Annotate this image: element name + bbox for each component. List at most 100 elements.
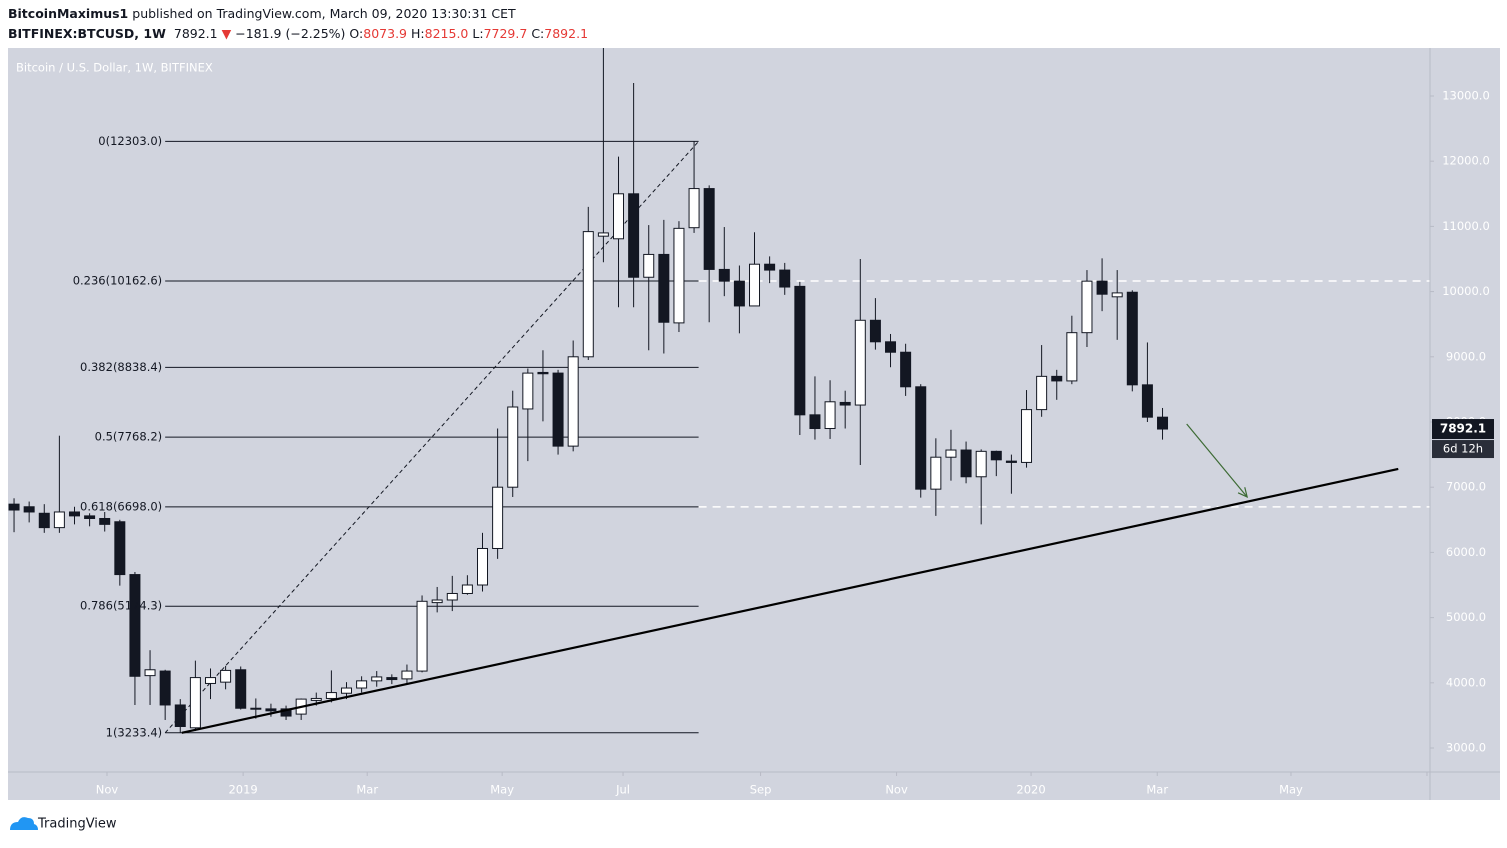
y-tick-label: 10000.0 — [1442, 284, 1490, 298]
y-tick-label: 6000.0 — [1446, 545, 1486, 559]
candle-body — [809, 414, 821, 430]
candle-body — [1096, 280, 1108, 295]
fib-label: 0.236(10162.6) — [73, 273, 162, 287]
candle-body — [733, 280, 745, 307]
candle-body — [597, 232, 609, 237]
candle-body — [869, 319, 881, 343]
author: BitcoinMaximus1 — [8, 6, 128, 21]
candle-body — [990, 450, 1002, 461]
fib-label: 0.618(6698.0) — [80, 499, 162, 513]
candle-body — [673, 227, 685, 324]
x-tick-label: May — [1279, 783, 1303, 797]
logo-icon — [10, 817, 38, 830]
candle-body — [854, 319, 866, 406]
candle-body — [703, 188, 715, 270]
trendline — [181, 467, 1399, 734]
candle-body — [1036, 375, 1048, 411]
candle-body — [643, 253, 655, 278]
fib-label: 0.5(7768.2) — [95, 430, 163, 444]
candle-body — [174, 704, 186, 727]
x-tick-label: Nov — [96, 783, 119, 797]
symbol: BITFINEX:BTCUSD, 1W — [8, 26, 166, 41]
candle-body — [522, 372, 534, 410]
last-price-box — [1432, 419, 1494, 440]
y-tick-label: 7000.0 — [1446, 480, 1486, 494]
candle-body — [431, 599, 443, 604]
x-tick-label: Nov — [885, 783, 908, 797]
candle-body — [189, 677, 201, 729]
candle-body — [1021, 409, 1033, 463]
candle-body — [507, 406, 519, 488]
candle-body — [401, 670, 413, 680]
candle-body — [930, 456, 942, 490]
ohlc-key: H: — [411, 26, 425, 41]
candle-body — [461, 584, 473, 594]
candle-body — [23, 506, 35, 513]
candle-body — [159, 670, 171, 706]
x-tick-label: Jul — [615, 783, 630, 797]
candle-body — [144, 669, 156, 677]
x-tick-label: Sep — [750, 783, 772, 797]
arrow-shaft — [1186, 423, 1248, 498]
candle-body — [552, 372, 564, 447]
candle-body — [340, 687, 352, 694]
candle-body — [537, 371, 549, 375]
candle-body — [567, 356, 579, 447]
candle-body — [945, 449, 957, 458]
candle-body — [1141, 384, 1153, 418]
candle-body — [824, 401, 836, 430]
countdown-box — [1432, 440, 1494, 459]
candle-body — [477, 547, 489, 586]
candle-body — [265, 708, 277, 712]
candle-body — [658, 253, 670, 323]
candle-body — [1126, 291, 1138, 386]
y-tick-label: 13000.0 — [1442, 88, 1490, 102]
y-tick-label: 11000.0 — [1442, 219, 1490, 233]
y-tick-label: 5000.0 — [1446, 610, 1486, 624]
candle-body — [749, 263, 761, 307]
fib-label: 1(3233.4) — [106, 725, 163, 739]
candle-body — [1081, 280, 1093, 334]
candle-body — [688, 188, 700, 229]
candle-body — [371, 676, 383, 682]
candle-body — [492, 486, 504, 549]
change: −181.9 (−2.25%) — [235, 26, 345, 41]
candle-body — [764, 263, 776, 271]
candle-body — [386, 677, 398, 681]
fib-label: 0.382(8838.4) — [80, 360, 162, 374]
candle-body — [8, 503, 20, 511]
x-tick-label: Mar — [1146, 783, 1168, 797]
candle-body — [1005, 460, 1017, 463]
fib-label: 0.786(5174.3) — [80, 599, 162, 613]
x-tick-label: May — [490, 783, 514, 797]
candle-body — [839, 401, 851, 406]
plot — [8, 48, 1430, 734]
chart-title: Bitcoin / U.S. Dollar, 1W, BITFINEX — [16, 61, 213, 75]
chart-background — [8, 48, 1500, 800]
last-price-label: 7892.1 — [1440, 422, 1486, 436]
candle-body — [84, 515, 96, 519]
x-tick-label: 2020 — [1016, 783, 1045, 797]
candle-body — [250, 707, 262, 710]
candle-body — [416, 600, 428, 672]
published: published on TradingView.com, March 09, … — [132, 6, 516, 21]
candle-body — [129, 574, 141, 677]
candle-body — [99, 517, 111, 525]
candle-body — [900, 351, 912, 388]
candle-body — [220, 669, 232, 683]
candle-body — [280, 708, 292, 717]
ohlc-key: L: — [472, 26, 483, 41]
y-tick-label: 3000.0 — [1446, 741, 1486, 755]
change-arrow: ▼ — [222, 26, 232, 41]
candle-body — [38, 512, 50, 529]
candle-body — [310, 697, 322, 701]
brand: TradingView — [37, 817, 117, 832]
candle-body — [114, 521, 126, 576]
candle-body — [53, 511, 65, 529]
y-tick-label: 4000.0 — [1446, 675, 1486, 689]
candle-body — [613, 193, 625, 240]
header-line-1: BitcoinMaximus1 published on TradingView.… — [8, 6, 516, 21]
candle-body — [1111, 292, 1123, 298]
